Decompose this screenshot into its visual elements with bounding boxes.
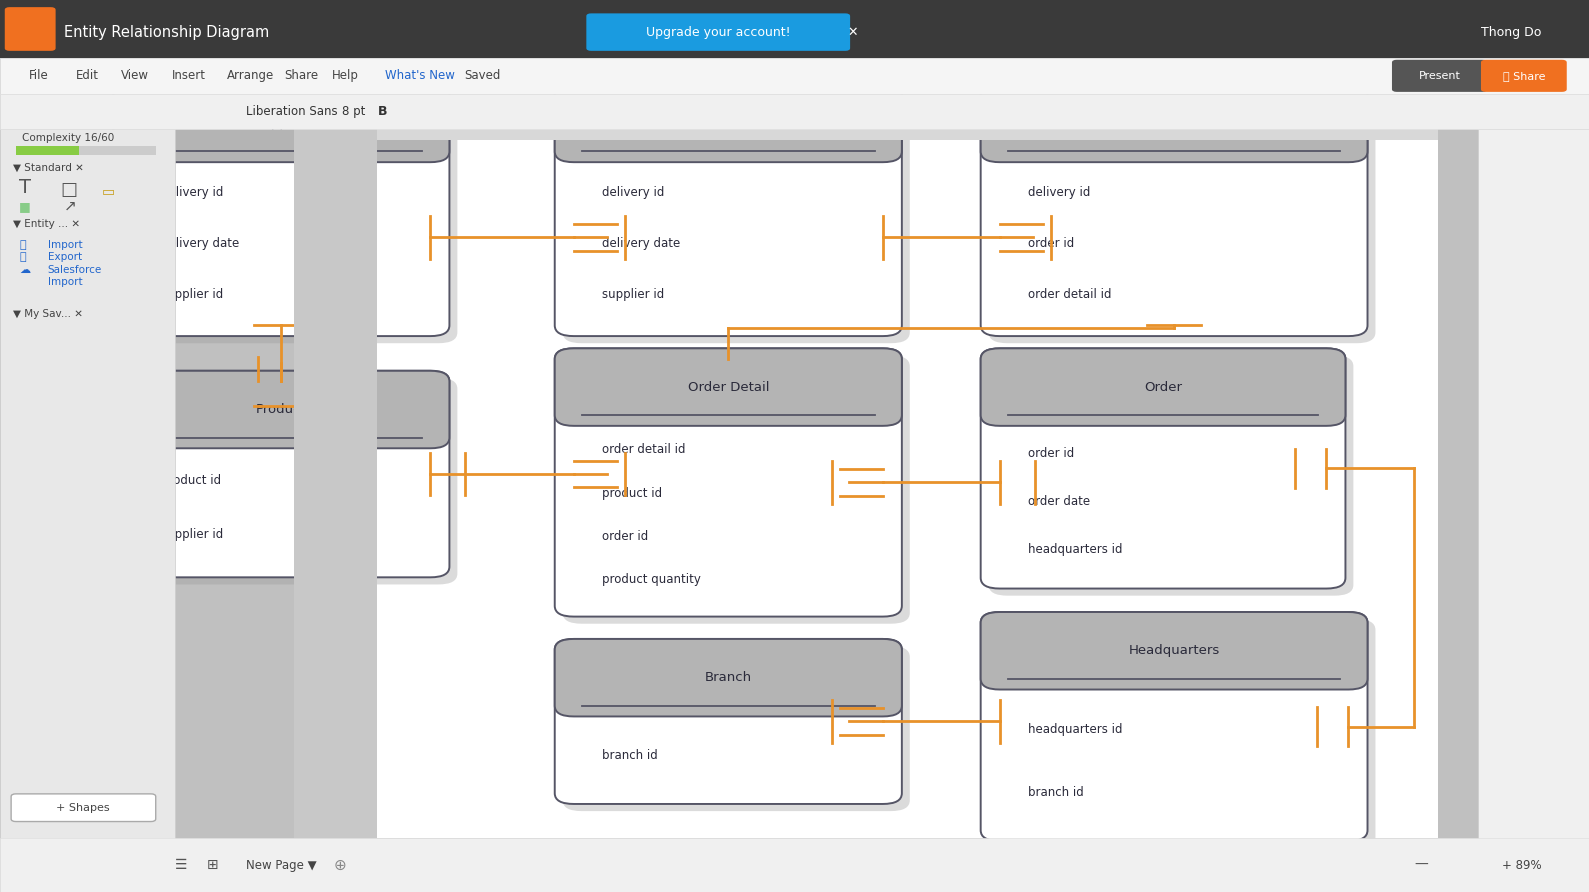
Text: supplier id: supplier id [160, 288, 224, 301]
Text: ⊞: ⊞ [207, 858, 218, 872]
Text: Branch: Branch [706, 671, 752, 684]
Text: ☁: ☁ [19, 265, 30, 275]
Text: File: File [29, 70, 48, 82]
Text: Order: Order [1144, 381, 1182, 393]
FancyBboxPatch shape [113, 371, 450, 449]
Text: Share: Share [284, 70, 318, 82]
Text: Thong Do: Thong Do [1481, 26, 1541, 38]
Text: ✕: ✕ [847, 26, 858, 38]
Text: product id: product id [160, 474, 221, 487]
FancyBboxPatch shape [980, 85, 1368, 162]
Text: Entity Relationship Diagram: Entity Relationship Diagram [64, 25, 269, 39]
Text: Complexity 16/60: Complexity 16/60 [22, 133, 114, 143]
Text: Product: Product [256, 403, 307, 416]
Text: ⬜: ⬜ [19, 240, 25, 250]
FancyBboxPatch shape [980, 612, 1368, 841]
Text: Headquarters: Headquarters [1128, 644, 1220, 657]
Text: delivery date: delivery date [160, 237, 240, 250]
FancyBboxPatch shape [563, 356, 910, 624]
Text: Upgrade your account!: Upgrade your account! [645, 26, 791, 38]
Text: ▼ Entity ... ✕: ▼ Entity ... ✕ [13, 219, 79, 229]
FancyBboxPatch shape [988, 619, 1376, 848]
Text: delivery id: delivery id [1028, 186, 1090, 199]
FancyBboxPatch shape [555, 85, 903, 336]
FancyBboxPatch shape [980, 349, 1346, 589]
FancyBboxPatch shape [555, 85, 903, 162]
FancyBboxPatch shape [121, 378, 458, 584]
Text: Liberation Sans: Liberation Sans [246, 105, 338, 118]
Text: + 89%: + 89% [1502, 859, 1541, 871]
FancyBboxPatch shape [980, 85, 1368, 336]
FancyBboxPatch shape [980, 349, 1346, 425]
Text: product id: product id [602, 487, 663, 500]
Text: ⬜: ⬜ [19, 252, 25, 262]
FancyBboxPatch shape [555, 349, 903, 425]
Text: + Shapes: + Shapes [56, 803, 110, 814]
Text: delivery id: delivery id [602, 186, 664, 199]
Text: order id: order id [602, 530, 648, 543]
Text: branch id: branch id [1028, 786, 1084, 799]
Text: delivery id: delivery id [160, 186, 224, 199]
Text: order date: order date [1028, 495, 1090, 508]
Text: Order Detail Delivery: Order Detail Delivery [1103, 117, 1244, 130]
Text: 8 pt: 8 pt [342, 105, 365, 118]
Text: Help: Help [332, 70, 359, 82]
Text: ⊕: ⊕ [334, 858, 346, 872]
Text: order detail id: order detail id [602, 443, 686, 457]
FancyBboxPatch shape [555, 639, 903, 716]
Text: What's New: What's New [385, 70, 454, 82]
Text: Present: Present [1419, 70, 1460, 81]
Text: Supplier: Supplier [254, 117, 308, 130]
FancyBboxPatch shape [121, 92, 458, 343]
Text: ☰: ☰ [175, 858, 188, 872]
Text: product quantity: product quantity [602, 574, 701, 586]
Text: order id: order id [1028, 447, 1074, 460]
FancyBboxPatch shape [113, 85, 450, 162]
Text: —: — [1414, 858, 1429, 872]
Text: View: View [121, 70, 149, 82]
Text: delivery date: delivery date [602, 237, 680, 250]
Text: New Page ▼: New Page ▼ [246, 859, 316, 871]
FancyBboxPatch shape [563, 646, 910, 811]
FancyBboxPatch shape [563, 92, 910, 343]
Text: Delivery: Delivery [701, 117, 756, 130]
FancyBboxPatch shape [980, 612, 1368, 690]
Text: B: B [378, 105, 388, 118]
Text: Saved: Saved [464, 70, 501, 82]
Text: branch id: branch id [602, 749, 658, 763]
FancyBboxPatch shape [113, 371, 450, 577]
Text: ■: ■ [19, 201, 30, 213]
Text: order detail id: order detail id [1028, 288, 1112, 301]
Text: ↗: ↗ [64, 199, 76, 213]
Text: ▭: ▭ [102, 185, 114, 198]
Text: Order Detail: Order Detail [688, 381, 769, 393]
Text: 🤝 Share: 🤝 Share [1503, 70, 1545, 81]
Text: Arrange: Arrange [227, 70, 275, 82]
Text: ▼ My Sav... ✕: ▼ My Sav... ✕ [13, 309, 83, 318]
Text: Salesforce: Salesforce [48, 265, 102, 275]
FancyBboxPatch shape [555, 349, 903, 616]
Text: Export: Export [48, 252, 81, 262]
Text: Edit: Edit [76, 70, 99, 82]
Text: headquarters id: headquarters id [1028, 542, 1123, 556]
Text: □: □ [60, 181, 78, 199]
Text: headquarters id: headquarters id [1028, 723, 1123, 736]
FancyBboxPatch shape [555, 639, 903, 804]
FancyBboxPatch shape [113, 85, 450, 336]
Text: Import: Import [48, 277, 83, 286]
Text: Import: Import [48, 240, 83, 250]
Text: T: T [19, 178, 32, 196]
FancyBboxPatch shape [988, 92, 1376, 343]
Text: supplier id: supplier id [160, 528, 224, 541]
Text: Insert: Insert [172, 70, 205, 82]
Text: supplier id: supplier id [602, 288, 664, 301]
Text: ▼ Standard ✕: ▼ Standard ✕ [13, 163, 84, 173]
FancyBboxPatch shape [988, 356, 1354, 596]
Text: order id: order id [1028, 237, 1074, 250]
